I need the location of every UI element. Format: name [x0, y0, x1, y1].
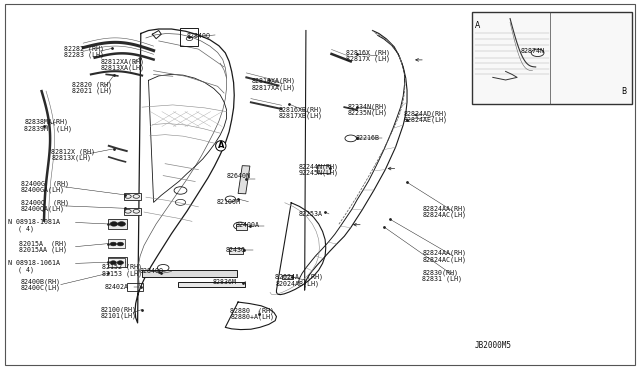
- Text: ( 4): ( 4): [18, 225, 34, 232]
- Text: 82283 (LH): 82283 (LH): [64, 51, 104, 58]
- Text: 82430: 82430: [225, 247, 245, 253]
- Text: 82816X (RH): 82816X (RH): [346, 49, 390, 56]
- Text: 82640N: 82640N: [227, 173, 251, 179]
- Circle shape: [110, 222, 118, 226]
- Text: 82838MA(RH): 82838MA(RH): [24, 119, 68, 125]
- Text: 82234N(RH): 82234N(RH): [348, 103, 388, 110]
- Text: 82100H: 82100H: [216, 199, 241, 205]
- Text: 82840Q: 82840Q: [140, 267, 164, 273]
- Text: 82100(RH): 82100(RH): [101, 306, 137, 313]
- Text: 82824AD(RH): 82824AD(RH): [403, 110, 447, 117]
- Text: 82840Q: 82840Q: [187, 32, 211, 38]
- Text: 82824AA(RH): 82824AA(RH): [422, 205, 467, 212]
- Text: 82216B: 82216B: [356, 135, 380, 141]
- FancyBboxPatch shape: [236, 224, 247, 230]
- Text: N 08918-1061A: N 08918-1061A: [8, 260, 60, 266]
- FancyBboxPatch shape: [282, 275, 293, 279]
- Text: 82831 (LH): 82831 (LH): [422, 275, 463, 282]
- Circle shape: [117, 242, 124, 246]
- Bar: [178, 282, 245, 287]
- Text: 82824AC(LH): 82824AC(LH): [422, 256, 467, 263]
- Text: 82101(LH): 82101(LH): [101, 312, 137, 319]
- FancyBboxPatch shape: [108, 219, 127, 229]
- Text: 82244N(RH): 82244N(RH): [299, 163, 339, 170]
- Text: 92245N(LH): 92245N(LH): [299, 169, 339, 176]
- FancyBboxPatch shape: [124, 193, 141, 200]
- Text: 82400B(RH): 82400B(RH): [21, 278, 61, 285]
- Circle shape: [110, 260, 118, 264]
- Text: A: A: [475, 21, 480, 30]
- Circle shape: [117, 261, 124, 264]
- FancyBboxPatch shape: [317, 165, 330, 173]
- Text: 82816XB(RH): 82816XB(RH): [279, 106, 323, 113]
- Circle shape: [110, 261, 116, 264]
- Bar: [142, 270, 237, 277]
- Text: 82817XB(LH): 82817XB(LH): [279, 113, 323, 119]
- Text: 82282 (RH): 82282 (RH): [64, 45, 104, 52]
- Text: 82839M  (LH): 82839M (LH): [24, 125, 72, 132]
- Text: 82813X(LH): 82813X(LH): [51, 155, 92, 161]
- FancyBboxPatch shape: [124, 208, 141, 215]
- Bar: [238, 166, 250, 194]
- Text: 82400A: 82400A: [236, 222, 260, 228]
- Text: 82880  (RH): 82880 (RH): [230, 307, 275, 314]
- Text: 82402A: 82402A: [104, 284, 128, 290]
- Bar: [127, 283, 143, 291]
- Text: 82830(RH): 82830(RH): [422, 269, 458, 276]
- Text: 82152 (RH): 82152 (RH): [102, 264, 143, 270]
- Text: 82015A  (RH): 82015A (RH): [19, 240, 67, 247]
- FancyBboxPatch shape: [108, 239, 125, 248]
- Text: 82253A: 82253A: [298, 211, 323, 217]
- Text: 82153 (LH): 82153 (LH): [102, 270, 143, 277]
- Text: 82824AC(LH): 82824AC(LH): [422, 211, 467, 218]
- FancyBboxPatch shape: [229, 248, 243, 254]
- Circle shape: [110, 242, 116, 246]
- FancyBboxPatch shape: [108, 258, 125, 267]
- Text: 82820 (RH): 82820 (RH): [72, 81, 112, 88]
- FancyBboxPatch shape: [108, 257, 127, 267]
- Bar: [472, 12, 632, 104]
- Text: 82836M: 82836M: [213, 279, 237, 285]
- Text: 82812XA(RH): 82812XA(RH): [101, 58, 145, 65]
- Text: 82015AA (LH): 82015AA (LH): [19, 247, 67, 253]
- Text: 82824AE(LH): 82824AE(LH): [403, 116, 447, 123]
- Text: N 08918-1081A: N 08918-1081A: [8, 219, 60, 225]
- Text: 82816XA(RH): 82816XA(RH): [252, 78, 296, 84]
- Text: 82024A  (RH): 82024A (RH): [275, 274, 323, 280]
- Text: 82021 (LH): 82021 (LH): [72, 87, 112, 94]
- Text: 82400C(LH): 82400C(LH): [21, 285, 61, 291]
- Text: 82817XA(LH): 82817XA(LH): [252, 84, 296, 91]
- Text: 82400QA(LH): 82400QA(LH): [21, 206, 65, 212]
- Text: 82824AA(RH): 82824AA(RH): [422, 250, 467, 256]
- Text: 82024AB(LH): 82024AB(LH): [275, 280, 319, 287]
- Text: 82880+A(LH): 82880+A(LH): [230, 314, 275, 320]
- Text: 82400G  (RH): 82400G (RH): [21, 180, 69, 187]
- Text: ( 4): ( 4): [18, 266, 34, 273]
- Text: 82813XA(LH): 82813XA(LH): [101, 64, 145, 71]
- Text: 82400Q  (RH): 82400Q (RH): [21, 199, 69, 206]
- Text: 82235N(LH): 82235N(LH): [348, 110, 388, 116]
- Circle shape: [118, 222, 125, 226]
- Text: B: B: [621, 87, 626, 96]
- Text: 82817X (LH): 82817X (LH): [346, 56, 390, 62]
- Text: 82874N: 82874N: [520, 48, 544, 54]
- Text: 82812X (RH): 82812X (RH): [51, 148, 95, 155]
- Circle shape: [118, 260, 125, 264]
- Text: A: A: [218, 141, 224, 150]
- Text: 82400GA(LH): 82400GA(LH): [21, 186, 65, 193]
- Text: JB2000M5: JB2000M5: [475, 341, 512, 350]
- Bar: [180, 28, 198, 46]
